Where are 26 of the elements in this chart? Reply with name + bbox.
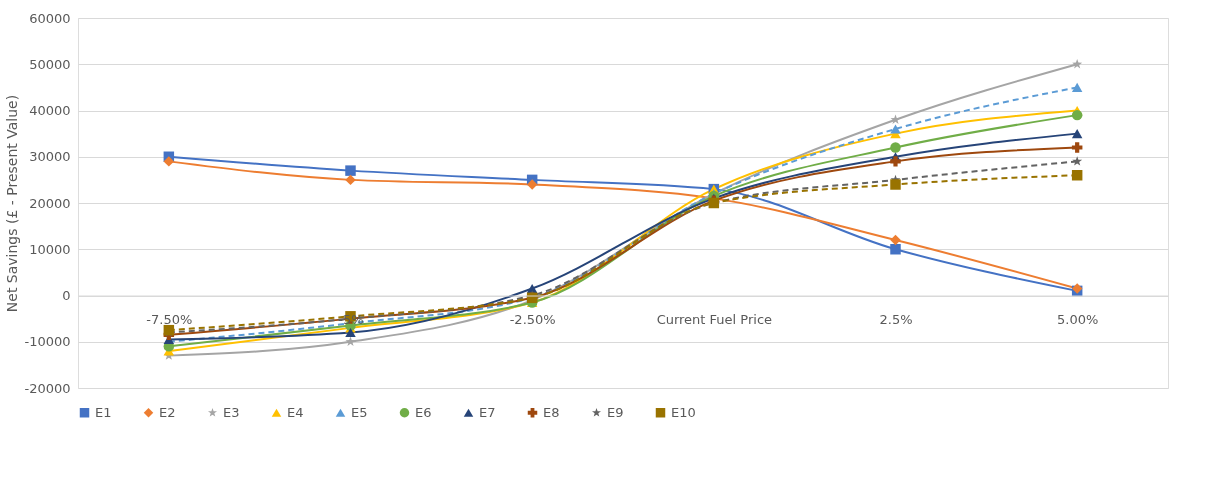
x-tick-label: 5.00% [1057,312,1099,327]
y-tick-label: 0 [62,288,71,303]
y-tick-label: 60000 [29,10,71,26]
y-tick-label: 20000 [29,195,71,211]
y-tick-label: -20000 [24,380,71,396]
x-tick-label: -5% [338,312,364,327]
y-tick-label: 10000 [29,241,71,257]
y-tick-label: -10000 [24,334,71,350]
legend-label: E8 [543,404,560,420]
x-tick-label: Current Fuel Price [656,312,773,327]
legend-label: E6 [415,404,432,420]
y-tick-label: 40000 [29,103,71,118]
x-tick-label: -2.50% [509,312,556,327]
y-axis-title: Net Savings (£ - Present Value) [4,94,21,313]
legend-label: E10 [671,404,696,420]
x-tick-label: 2.5% [879,312,913,327]
y-tick-label: 50000 [29,56,71,72]
legend-label: E2 [159,404,176,420]
y-tick-label: 30000 [29,149,71,165]
legend-label: E4 [287,404,304,420]
legend-label: E7 [479,404,496,420]
legend-label: E9 [607,404,624,420]
legend-label: E1 [95,404,112,420]
legend-label: E3 [223,404,240,420]
legend-label: E5 [351,404,368,420]
x-tick-label: -7.50% [146,312,193,327]
